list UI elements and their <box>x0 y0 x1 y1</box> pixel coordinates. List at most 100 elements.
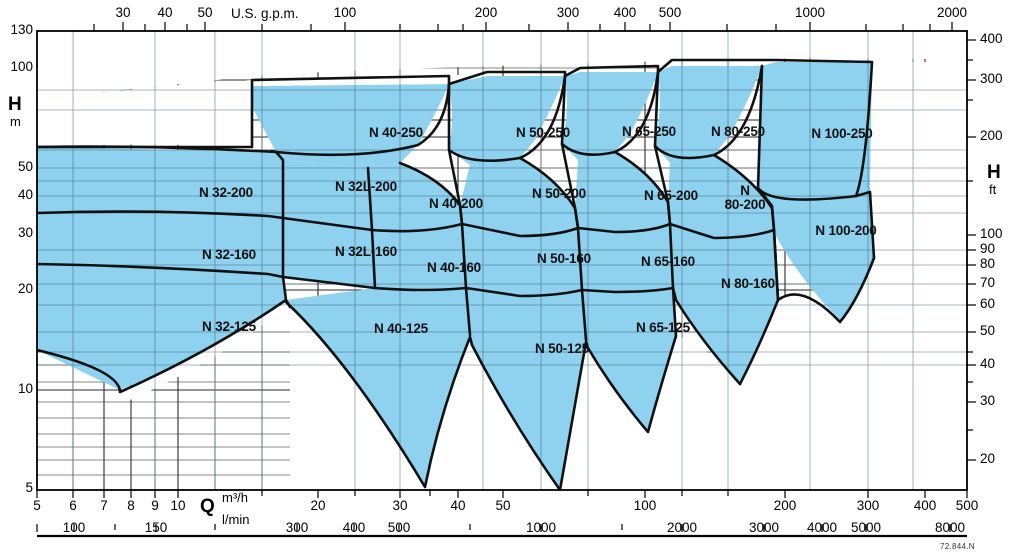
area-n100-200 <box>772 192 874 320</box>
bottom-lmin-tick-4000: 4000 <box>806 520 838 535</box>
bottom-m3h-tick-6: 6 <box>69 498 77 513</box>
bottom-lmin-tick-500: 500 <box>387 520 411 535</box>
pump-label-line: N 50-200 <box>532 186 586 201</box>
right-tick-300: 300 <box>980 71 1003 86</box>
cut-bottom-c <box>425 337 560 490</box>
cut-bottom-d <box>560 342 648 490</box>
bottom-lmin-tick-8000: 8000 <box>934 520 966 535</box>
cut-bottom-e <box>648 336 740 490</box>
bottom-lmin-tick-300: 300 <box>285 520 309 535</box>
bottom-lmin-tick-5000: 5000 <box>850 520 882 535</box>
bottom-lmin-tick-2000: 2000 <box>666 520 698 535</box>
area-n40-160 <box>372 224 466 292</box>
top-tick-200: 200 <box>474 5 498 20</box>
bottom-m3h-tick-200: 200 <box>773 498 797 513</box>
sep-50-65 <box>560 74 588 342</box>
bottom-tick-marks-lmin <box>36 524 951 532</box>
bottom-lmin-tick-150: 150 <box>144 520 168 535</box>
left-tick-20: 20 <box>17 281 33 296</box>
pump-label-n-100-250: N 100-250 <box>801 126 883 141</box>
area-n50-200 <box>460 158 578 236</box>
pump-label-n-80-160: N 80-160 <box>711 276 785 291</box>
top-tick-1000: 1000 <box>794 5 826 20</box>
pump-label-n-65-250: N 65-250 <box>612 124 686 139</box>
pump-label-n-65-200: N 65-200 <box>634 188 708 203</box>
bottom-axis-unit-lmin: l/min <box>222 512 250 527</box>
right-tick-40: 40 <box>980 356 996 371</box>
bottom-m3h-tick-40: 40 <box>450 498 466 513</box>
top-tick-30: 30 <box>115 5 131 20</box>
pump-label-line: N 32-125 <box>202 319 256 334</box>
top-tick-100: 100 <box>333 5 357 20</box>
pump-label-n-32-125: N 32-125 <box>187 319 271 334</box>
bottom-lmin-tick-1000: 1000 <box>525 520 557 535</box>
curve-160-bottom-80 <box>671 286 742 386</box>
pump-label-n-50-160: N 50-160 <box>526 251 602 266</box>
bottom-lmin-tick-3000: 3000 <box>748 520 780 535</box>
area-n65-125 <box>582 288 676 430</box>
left-axis-unit: m <box>10 114 21 129</box>
bottom-m3h-tick-20: 20 <box>310 498 326 513</box>
sep-32L-upper <box>270 149 278 154</box>
pump-label-line: N 50-125 <box>535 341 589 356</box>
pump-label-n-32-160: N 32-160 <box>187 247 271 262</box>
curve-125-160-mid <box>464 286 584 298</box>
left-tick-130: 130 <box>10 22 33 37</box>
curve-200-lobe-100 <box>854 190 876 260</box>
pump-label-n-32l-200: N 32L-200 <box>328 179 404 194</box>
bottom-axis-symbol: Q <box>200 496 215 517</box>
top-tick-300: 300 <box>556 5 580 20</box>
bottom-m3h-tick-50: 50 <box>495 498 511 513</box>
pump-label-line: N 100-250 <box>811 126 873 141</box>
sep-40-125-left <box>284 298 292 309</box>
pump-label-line: N 50-250 <box>516 125 570 140</box>
cut-top-left <box>37 80 252 147</box>
cut-right-upper <box>870 62 967 262</box>
top-axis-title: U.S. g.p.m. <box>231 6 299 21</box>
right-tick-70: 70 <box>980 275 996 290</box>
left-axis-symbol: H <box>8 94 22 115</box>
pump-label-line: N 50-160 <box>537 251 591 266</box>
pump-label-n-65-160: N 65-160 <box>631 254 705 269</box>
pump-label-line: N 65-125 <box>636 320 690 335</box>
sep-32-32L <box>274 150 288 302</box>
bottom-m3h-tick-400: 400 <box>913 498 937 513</box>
left-tick-100: 100 <box>10 59 33 74</box>
pump-label-n-65-125: N 65-125 <box>626 320 700 335</box>
bottom-m3h-tick-9: 9 <box>151 498 159 513</box>
area-n50-160 <box>462 226 582 296</box>
sep-40-50 <box>447 82 472 337</box>
bottom-m3h-tick-5: 5 <box>33 498 41 513</box>
left-tick-50: 50 <box>17 159 33 174</box>
area-n32-200 <box>37 147 283 218</box>
pump-label-n-40-160: N 40-160 <box>416 260 492 275</box>
left-tick-5: 5 <box>25 480 33 495</box>
pump-label-n-50-250: N 50-250 <box>505 125 581 140</box>
plot-frame <box>36 30 968 491</box>
cut-bottom-a <box>120 300 290 400</box>
left-tick-10: 10 <box>17 381 33 396</box>
bottom-m3h-tick-30: 30 <box>392 498 408 513</box>
bottom-lmin-tick-400: 400 <box>342 520 366 535</box>
right-tick-30: 30 <box>980 393 996 408</box>
outline-bottom-2 <box>558 334 678 490</box>
pump-envelope-areas <box>37 31 967 490</box>
pump-label-line: N 40-125 <box>374 321 428 336</box>
curve-100-bottom <box>776 256 876 324</box>
right-tick-50: 50 <box>980 323 996 338</box>
right-tick-100: 100 <box>980 226 1003 241</box>
grid-overlay <box>37 31 967 490</box>
area-n32-160 <box>37 211 283 277</box>
area-n50-250 <box>449 76 565 165</box>
pump-label-line: 80-200 <box>724 197 766 213</box>
bottom-lmin-tick-100: 100 <box>62 520 86 535</box>
area-n65-160 <box>578 224 673 292</box>
right-tick-marks <box>967 39 976 461</box>
curve-160-200-r2 <box>668 222 776 240</box>
right-tick-20: 20 <box>980 451 996 466</box>
cut-bottom-b <box>286 302 425 490</box>
bottom-axis-unit-m3h: m³/h <box>222 490 248 505</box>
pump-label-line: N 65-250 <box>622 124 676 139</box>
bottom-tick-marks-m3h <box>36 490 968 498</box>
